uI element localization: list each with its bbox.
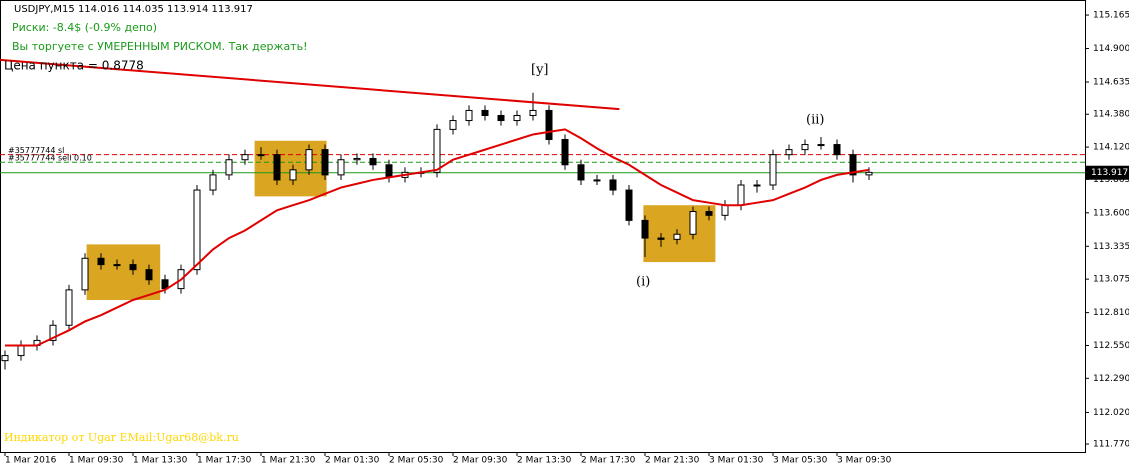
- price-tag: [1085, 165, 1129, 180]
- x-tick-label: 1 Mar 09:30: [69, 456, 124, 466]
- candle-body: [241, 154, 249, 161]
- candle-body: [513, 114, 521, 122]
- point-price: Цена пункта = 0.8778: [4, 59, 144, 73]
- candle-body: [673, 233, 681, 240]
- candle-body: [641, 219, 649, 239]
- plot-frame: [0, 0, 1086, 453]
- y-tick-label: 112.810: [1093, 308, 1129, 318]
- candle-body: [1, 355, 9, 362]
- candle-body: [609, 179, 617, 191]
- y-tick-label: 114.380: [1093, 110, 1129, 120]
- footer: Индикатор от Ugar EMail:Ugar68@bk.ru: [4, 431, 239, 444]
- x-tick-label: 2 Mar 01:30: [325, 456, 380, 466]
- order-label: #35777744 sl: [8, 146, 64, 155]
- candle-body: [385, 164, 393, 178]
- price-tag-label: 113.917: [1091, 168, 1128, 178]
- y-tick-label: 112.550: [1093, 341, 1129, 351]
- candle-body: [433, 128, 441, 173]
- risk-text: Риски: -8.4$ (-0.9% депо): [12, 21, 157, 34]
- candle-body: [849, 154, 857, 176]
- y-tick-label: 114.900: [1093, 44, 1129, 54]
- candle-body: [865, 171, 873, 176]
- candle-body: [769, 154, 777, 186]
- candle-body: [817, 144, 825, 147]
- candle-body: [561, 139, 569, 166]
- candle-body: [81, 257, 89, 291]
- candle-body: [785, 149, 793, 156]
- candle-body: [657, 237, 665, 240]
- candle-body: [753, 184, 761, 187]
- order-label: #35777744 sell 0.10: [8, 154, 92, 163]
- candle-body: [209, 174, 217, 191]
- candle-body: [273, 154, 281, 181]
- y-tick-label: 112.290: [1093, 374, 1129, 384]
- candle-body: [481, 109, 489, 116]
- candle-body: [593, 179, 601, 182]
- y-tick-label: 111.770: [1093, 440, 1129, 450]
- trendline: [0, 58, 620, 111]
- candle-body: [497, 114, 505, 122]
- x-tick-label: 2 Mar 05:30: [389, 456, 444, 466]
- x-tick-label: 1 Mar 13:30: [133, 456, 188, 466]
- y-tick-label: 114.120: [1093, 143, 1129, 153]
- x-tick-label: 3 Mar 05:30: [773, 456, 828, 466]
- y-tick-label: 113.075: [1093, 275, 1129, 285]
- candle-body: [449, 120, 457, 130]
- candle-body: [161, 279, 169, 290]
- x-tick-label: 1 Mar 2016: [5, 456, 57, 466]
- candle-body: [577, 164, 585, 181]
- y-tick-label: 114.635: [1093, 78, 1129, 88]
- y-tick-label: 113.865: [1093, 175, 1129, 185]
- candle-body: [305, 149, 313, 171]
- candle-body: [17, 344, 25, 357]
- candle-body: [113, 264, 121, 267]
- y-tick-label: 115.165: [1093, 11, 1129, 21]
- candle-body: [689, 211, 697, 235]
- candle-body: [321, 149, 329, 176]
- x-tick-label: 2 Mar 21:30: [645, 456, 700, 466]
- zone-box: [254, 140, 327, 197]
- candle-body: [625, 189, 633, 221]
- candle-body: [289, 169, 297, 181]
- moving-average: [5, 128, 870, 347]
- y-tick-label: 112.020: [1093, 408, 1129, 418]
- x-tick-label: 1 Mar 17:30: [197, 456, 252, 466]
- candle-body: [705, 211, 713, 216]
- x-tick-label: 2 Mar 17:30: [581, 456, 636, 466]
- risk-message: Вы торгуете с УМЕРЕННЫМ РИСКОМ. Так держ…: [12, 40, 308, 53]
- x-tick-label: 2 Mar 09:30: [453, 456, 508, 466]
- candle-body: [225, 159, 233, 176]
- x-tick-label: 3 Mar 09:30: [837, 456, 892, 466]
- candle-body: [529, 109, 537, 116]
- candle-body: [49, 324, 57, 341]
- symbol-header: USDJPY,M15 114.016 114.035 113.914 113.9…: [14, 4, 253, 15]
- x-tick-label: 3 Mar 01:30: [709, 456, 764, 466]
- candle-body: [257, 154, 265, 157]
- wave-label: [y]: [531, 63, 549, 78]
- y-tick-label: 113.335: [1093, 242, 1129, 252]
- candle-body: [337, 159, 345, 176]
- wave-label: (ii): [806, 113, 824, 128]
- candle-body: [369, 157, 377, 166]
- x-tick-label: 1 Mar 21:30: [261, 456, 316, 466]
- marks: #35777744 sl#35777744 sell 0.10: [0, 58, 1085, 370]
- candle-body: [353, 157, 361, 161]
- y-tick-label: 113.600: [1093, 208, 1129, 218]
- candle-body: [193, 189, 201, 271]
- candle-body: [737, 184, 745, 206]
- candle-body: [801, 144, 809, 151]
- candle-body: [721, 204, 729, 216]
- candle-body: [465, 109, 473, 122]
- zone-box: [643, 205, 716, 263]
- candle-body: [65, 289, 73, 326]
- candle-body: [129, 264, 137, 271]
- wave-label: (i): [636, 275, 650, 290]
- candle-body: [545, 109, 553, 141]
- candle-body: [97, 257, 105, 266]
- candle-body: [833, 144, 841, 156]
- candle-body: [145, 269, 153, 281]
- x-tick-label: 2 Mar 13:30: [517, 456, 572, 466]
